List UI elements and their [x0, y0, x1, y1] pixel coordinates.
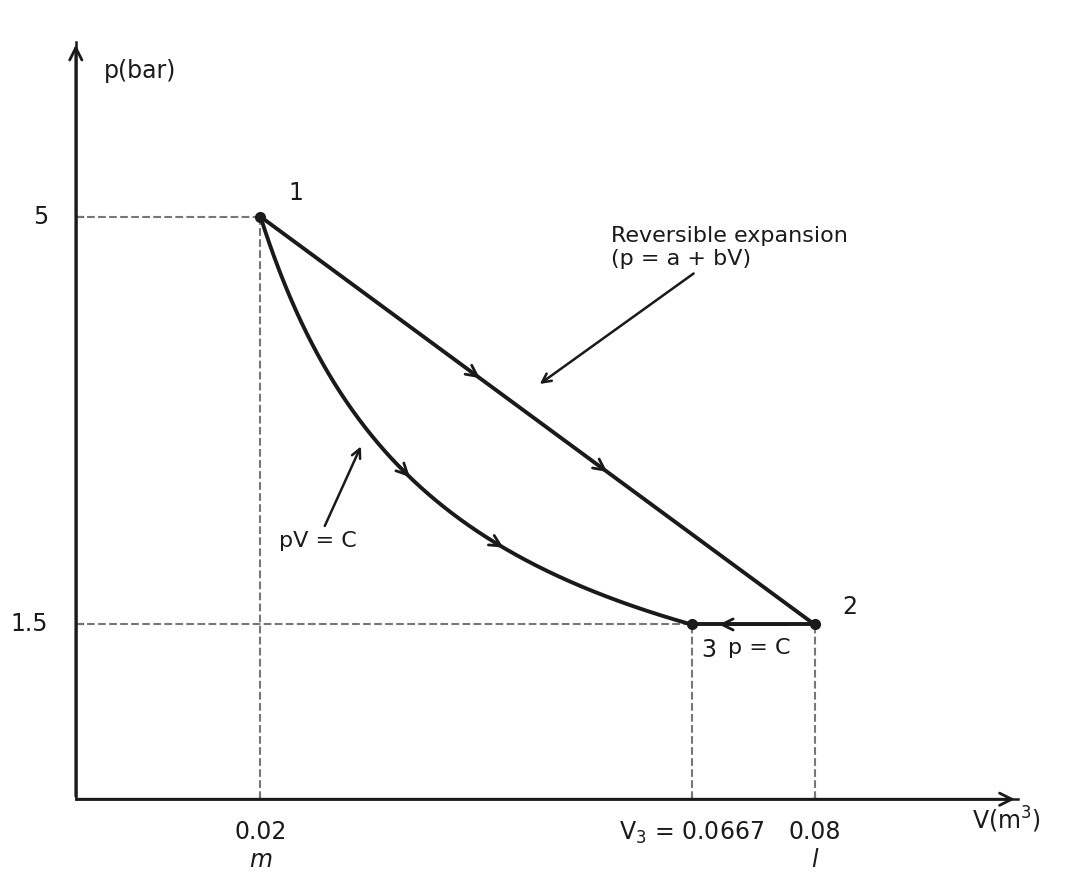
Text: p(bar): p(bar) — [104, 59, 176, 84]
Text: V$_3$ = 0.0667: V$_3$ = 0.0667 — [619, 820, 765, 847]
Text: 0.02: 0.02 — [234, 820, 286, 844]
Text: pV = C: pV = C — [279, 449, 360, 552]
Text: V(m$^3$): V(m$^3$) — [972, 805, 1041, 835]
Text: p = C: p = C — [728, 639, 791, 658]
Text: l: l — [811, 848, 818, 872]
Text: 1: 1 — [288, 181, 303, 205]
Text: m: m — [249, 848, 272, 872]
Text: Reversible expansion
(p = a + bV): Reversible expansion (p = a + bV) — [542, 226, 848, 382]
Text: 5: 5 — [32, 204, 49, 229]
Text: 2: 2 — [842, 595, 858, 618]
Text: 1.5: 1.5 — [11, 612, 49, 636]
Text: 0.08: 0.08 — [788, 820, 840, 844]
Text: 3: 3 — [701, 639, 716, 663]
